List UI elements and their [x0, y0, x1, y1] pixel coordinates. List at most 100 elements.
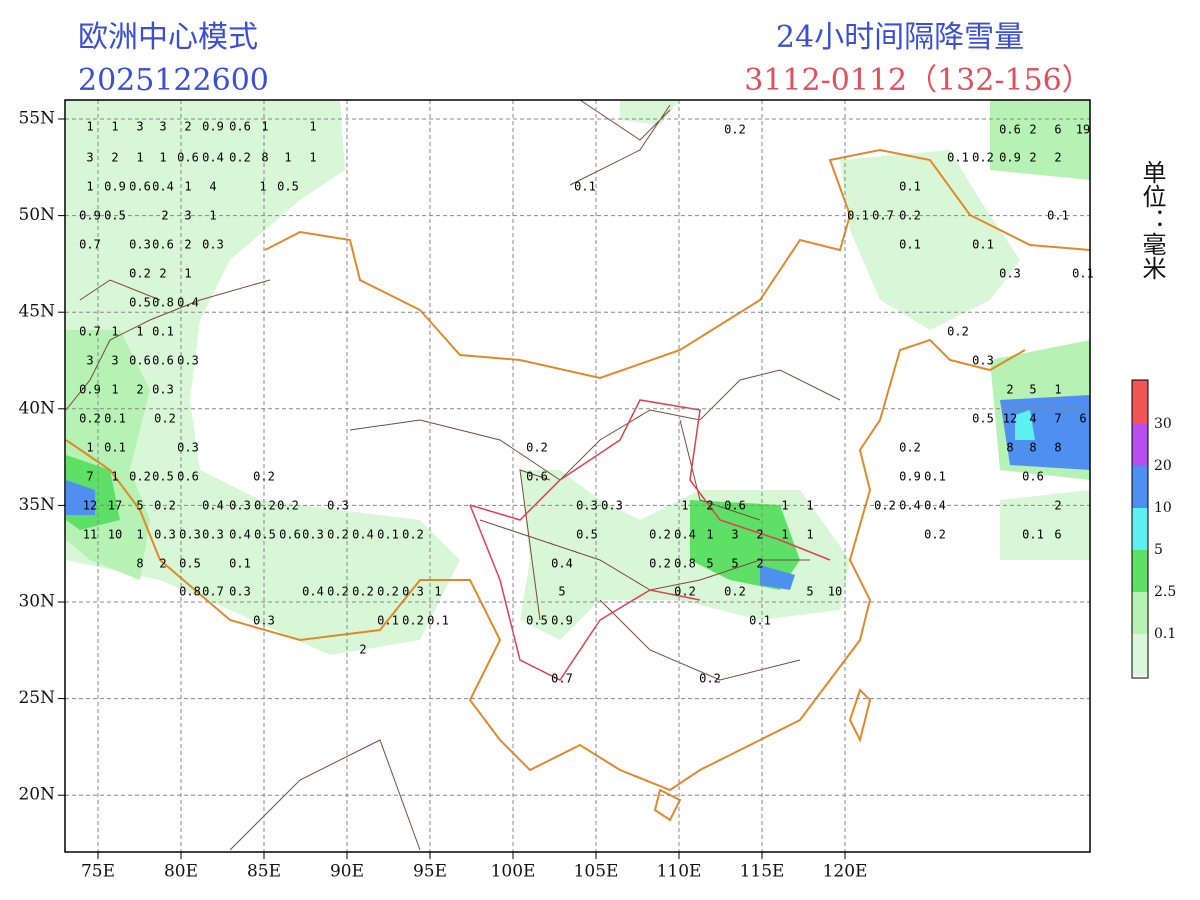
value-label: 0.2	[724, 585, 746, 599]
value-label: 0.5	[179, 557, 201, 571]
value-label: 0.6	[177, 151, 199, 165]
colorbar-swatch	[1132, 508, 1148, 550]
value-label: 0.5	[129, 296, 151, 310]
value-label: 0.4	[899, 499, 921, 513]
value-label: 0.3	[576, 499, 598, 513]
value-label: 0.3	[177, 354, 199, 368]
value-label: 0.9	[104, 180, 126, 194]
value-label: 0.7	[872, 209, 894, 223]
value-label: 0.2	[352, 585, 374, 599]
value-label: 0.3	[154, 528, 176, 542]
lat-label: 40N	[18, 398, 55, 418]
value-label: 0.4	[202, 151, 224, 165]
value-label: 0.8	[152, 296, 174, 310]
graticule	[58, 100, 1090, 859]
value-label: 0.2	[402, 528, 424, 542]
value-label: 0.9	[79, 209, 101, 223]
lat-label: 25N	[18, 688, 55, 708]
value-label: 0.3	[179, 528, 201, 542]
value-label: 0.4	[229, 528, 251, 542]
value-label: 0.3	[253, 614, 275, 628]
value-label: 0.3	[177, 441, 199, 455]
value-label: 0.6	[152, 238, 174, 252]
lon-label: 90E	[330, 862, 364, 882]
value-label: 0.1	[229, 557, 251, 571]
value-label: 0.1	[924, 470, 946, 484]
value-labels: 1 1 3 3 2 0.9 0.6 1 13 2 1 1 0.6 0.4 0.2 8 1 11 0.9 0.6 0.4 1…	[79, 120, 1094, 686]
value-label: 0.2	[972, 151, 994, 165]
value-label: 2	[359, 643, 366, 657]
value-label: 0.7	[79, 238, 101, 252]
value-label: 19	[1076, 123, 1090, 137]
value-label: 2	[1054, 151, 1061, 165]
value-label: 0.2	[254, 499, 276, 513]
value-label: 5	[136, 499, 143, 513]
value-label: 2	[184, 120, 191, 134]
value-label: 0.7	[202, 585, 224, 599]
value-label: 1	[261, 120, 268, 134]
value-label: 1	[706, 528, 713, 542]
value-label: 0.1	[1022, 528, 1044, 542]
value-label: 8	[136, 557, 143, 571]
value-label: 0.3	[229, 585, 251, 599]
value-label: 3	[136, 120, 143, 134]
lon-label: 95E	[413, 862, 447, 882]
colorbar-label: 0.1	[1154, 626, 1176, 642]
value-label: 1	[681, 499, 688, 513]
value-label: 0.8	[179, 585, 201, 599]
value-label: 5	[806, 585, 813, 599]
value-label: 0.3	[229, 499, 251, 513]
value-label: 0.2	[253, 470, 275, 484]
value-label: 3	[86, 354, 93, 368]
value-label: 0.1	[104, 412, 126, 426]
value-label: 1	[259, 180, 266, 194]
value-label: 0.4	[302, 585, 324, 599]
value-label: 8	[261, 151, 268, 165]
value-label: 1	[184, 267, 191, 281]
value-label: 0.1	[947, 151, 969, 165]
value-label: 0.1	[574, 180, 596, 194]
value-label: 0.1	[899, 238, 921, 252]
lon-label: 100E	[491, 862, 536, 882]
value-label: 0.1	[972, 238, 994, 252]
colorbar-swatch	[1132, 466, 1148, 508]
value-label: 0.4	[202, 499, 224, 513]
value-label: 3	[111, 354, 118, 368]
lat-label: 30N	[18, 592, 55, 612]
lon-label: 105E	[574, 862, 619, 882]
value-label: 6	[1079, 412, 1086, 426]
value-label: 1	[434, 585, 441, 599]
value-label: 0.2	[229, 151, 251, 165]
value-label: 0.1	[749, 614, 771, 628]
value-label: 0.4	[551, 557, 573, 571]
value-label: 0.2	[874, 499, 896, 513]
value-label: 0.2	[154, 412, 176, 426]
value-label: 0.2	[129, 470, 151, 484]
value-label: 0.1	[1072, 267, 1094, 281]
colorbar-swatch	[1132, 424, 1148, 466]
value-label: 1	[309, 120, 316, 134]
value-label: 7	[1054, 412, 1061, 426]
value-label: 0.9	[79, 383, 101, 397]
value-label: 0.3	[402, 585, 424, 599]
value-label: 0.5	[104, 209, 126, 223]
value-label: 8	[1054, 441, 1061, 455]
value-label: 1	[806, 528, 813, 542]
value-label: 0.5	[972, 412, 994, 426]
value-label: 1	[111, 383, 118, 397]
lon-label: 80E	[164, 862, 198, 882]
lon-label: 85E	[247, 862, 281, 882]
value-label: 2	[111, 151, 118, 165]
value-label: 2	[184, 238, 191, 252]
value-label: 0.2	[947, 325, 969, 339]
value-label: 0.4	[177, 296, 199, 310]
value-label: 0.2	[79, 412, 101, 426]
value-label: 0.1	[152, 325, 174, 339]
value-label: 0.9	[999, 151, 1021, 165]
colorbar-swatch	[1132, 634, 1148, 676]
value-label: 10	[108, 528, 122, 542]
value-label: 0.4	[674, 528, 696, 542]
product-title: 24小时间隔降雪量	[776, 20, 1024, 55]
value-label: 0.1	[847, 209, 869, 223]
